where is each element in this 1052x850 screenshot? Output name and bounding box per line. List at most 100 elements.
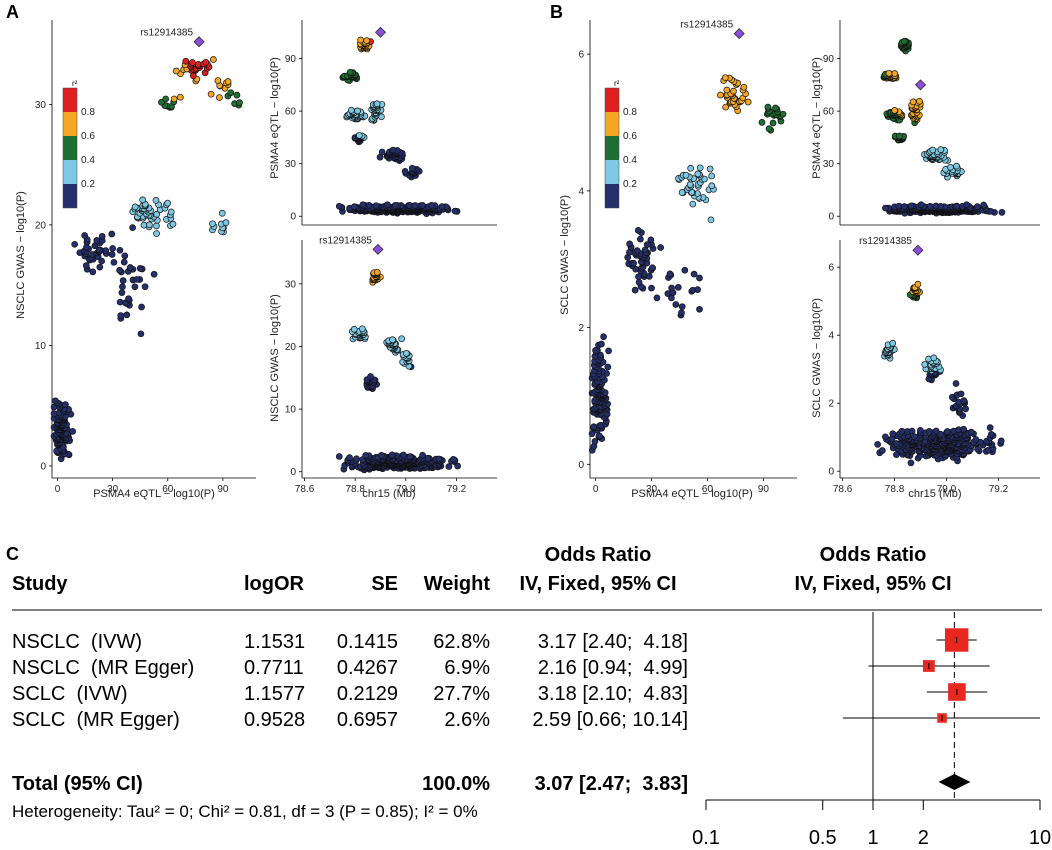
- snp-point: [930, 354, 938, 362]
- snp-point: [925, 427, 933, 435]
- a-gwas-ylabel: NSCLC GWAS − log10(P): [269, 294, 281, 422]
- snp-point: [209, 220, 216, 228]
- snp-point: [388, 451, 396, 459]
- snp-point: [604, 363, 612, 371]
- y-tick-label: 30: [823, 159, 835, 170]
- snp-point: [765, 125, 773, 133]
- snp-point: [769, 119, 777, 127]
- forest-row-logor: 1.1531: [244, 631, 305, 653]
- snp-point: [346, 454, 353, 461]
- y-tick-label: 0: [828, 467, 834, 478]
- snp-point: [891, 107, 899, 114]
- snp-point: [182, 57, 190, 65]
- forest-heterogeneity: Heterogeneity: Tau² = 0; Chi² = 0.81, df…: [12, 802, 478, 821]
- lead-snp-marker: [912, 244, 924, 256]
- snp-point: [153, 210, 161, 218]
- snp-point: [136, 265, 144, 272]
- snp-point: [907, 202, 915, 210]
- snp-point: [678, 189, 686, 196]
- snp-point: [335, 202, 343, 210]
- x-tick-label: 30: [107, 484, 119, 495]
- forest-header-method-right: IV, Fixed, 95% CI: [794, 573, 951, 595]
- lead-snp-label: rs12914385: [680, 20, 733, 31]
- snp-point: [921, 361, 929, 368]
- snp-point: [419, 451, 426, 459]
- forest-x-tick-label: 0.1: [692, 827, 720, 849]
- snp-point: [108, 251, 116, 258]
- y-tick-label: 30: [35, 100, 47, 111]
- snp-point: [95, 246, 103, 254]
- forest-row-weight: 62.8%: [433, 631, 490, 653]
- x-tick-label: 78.8: [345, 484, 365, 495]
- snp-point: [131, 203, 139, 211]
- plot-b-gwas: 0 2 4 6 78.6 78.8 79.0 79.2 rs12914385: [828, 236, 1040, 495]
- snp-point: [960, 397, 968, 404]
- legend-a: r² 0.8 0.6 0.4 0.2: [72, 79, 95, 190]
- y-tick-label: 4: [578, 186, 584, 197]
- snp-point: [350, 325, 358, 333]
- snp-point: [358, 325, 366, 333]
- y-tick-label: 20: [35, 220, 47, 231]
- snp-point: [648, 284, 655, 292]
- snp-point: [69, 428, 77, 435]
- snp-point: [372, 202, 380, 210]
- snp-point: [708, 172, 716, 180]
- lead-snp-label: rs12914385: [140, 28, 193, 39]
- snp-point: [707, 216, 715, 224]
- snp-point: [176, 93, 184, 101]
- snp-point: [167, 208, 175, 216]
- snp-point: [96, 263, 104, 271]
- y-tick-label: 30: [285, 279, 297, 290]
- lead-snp-label: rs12914385: [319, 235, 372, 246]
- snp-point: [233, 91, 241, 99]
- snp-point: [389, 146, 397, 154]
- snp-point: [150, 270, 158, 278]
- forest-row-weight: 6.9%: [444, 657, 490, 679]
- snp-point: [189, 59, 196, 66]
- legend-b-label-2: 0.6: [623, 131, 637, 142]
- snp-point: [882, 204, 889, 212]
- snp-point: [118, 289, 126, 297]
- snp-point: [633, 247, 641, 254]
- legend-swatch: [605, 184, 619, 208]
- snp-point: [635, 273, 642, 281]
- snp-point: [953, 162, 960, 170]
- snp-point: [428, 202, 435, 209]
- legend-b: r² 0.8 0.6 0.4 0.2: [614, 79, 637, 190]
- snp-point: [120, 258, 128, 266]
- snp-point: [236, 99, 243, 106]
- snp-point: [730, 87, 737, 95]
- snp-point: [126, 264, 134, 271]
- snp-point: [600, 333, 607, 341]
- a-gwas-xlabel: chr15 (Mb): [362, 488, 415, 500]
- y-tick-label: 0: [828, 212, 834, 223]
- forest-row-se: 0.1415: [337, 631, 398, 653]
- y-tick-label: 4: [828, 331, 834, 342]
- forest-row-se: 0.4267: [337, 657, 398, 679]
- snp-point: [194, 60, 202, 68]
- forest-table: Odds Ratio Odds Ratio Study logOR SE Wei…: [12, 544, 1042, 821]
- snp-point: [335, 453, 343, 460]
- snp-point: [71, 240, 79, 248]
- snp-point: [630, 259, 637, 267]
- b-gwas-ylabel: SCLC GWAS − log10(P): [811, 298, 823, 418]
- snp-point: [882, 433, 889, 441]
- x-tick-label: 79.0: [396, 484, 416, 495]
- snp-point: [708, 182, 716, 190]
- snp-point: [668, 284, 675, 292]
- snp-point: [907, 459, 915, 467]
- snp-point: [408, 164, 416, 172]
- snp-point: [885, 69, 893, 77]
- snp-point: [362, 452, 369, 459]
- legend-frame: [604, 87, 620, 209]
- forest-x-tick-label: 10: [1029, 827, 1051, 849]
- legend-swatch: [605, 112, 619, 136]
- lead-snp-marker: [193, 36, 205, 48]
- legend-swatch: [605, 136, 619, 160]
- snp-point: [588, 430, 596, 438]
- snp-point: [406, 201, 413, 209]
- snp-point: [98, 233, 106, 240]
- snp-point: [605, 347, 612, 355]
- forest-x-tick-label: 0.5: [809, 827, 837, 849]
- snp-point: [401, 168, 409, 175]
